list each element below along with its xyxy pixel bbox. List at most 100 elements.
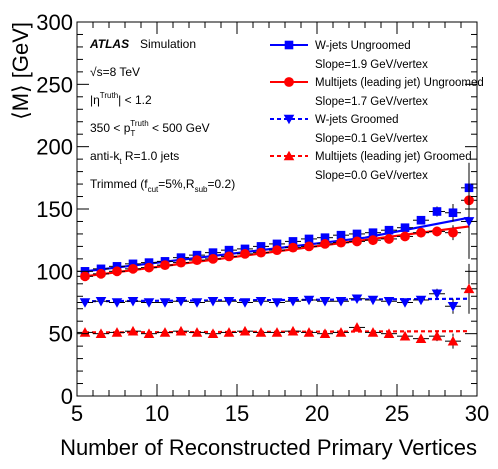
data-point (159, 327, 171, 337)
data-point (159, 298, 171, 308)
data-point (111, 298, 123, 308)
data-point (351, 322, 363, 332)
data-point (208, 253, 218, 264)
data-point (128, 259, 138, 269)
data-point (367, 327, 379, 337)
data-point (400, 223, 410, 232)
legend-entry-1: W-jets Ungroomed Slope=1.9 GeV/vertex (270, 40, 428, 71)
x-axis-title: Number of Reconstructed Primary Vertices (60, 435, 477, 460)
data-point (336, 230, 346, 240)
data-point (144, 258, 154, 267)
data-point (256, 242, 266, 251)
data-point (304, 241, 314, 252)
data-point (288, 242, 298, 253)
data-point (176, 257, 186, 268)
data-point (224, 245, 234, 255)
data-point (128, 263, 138, 274)
legend-label: W-jets Groomed (315, 114, 399, 126)
data-point (111, 327, 123, 337)
legend-slope: Slope=0.0 GeV/vertex (315, 170, 428, 182)
y-tick-label: 200 (36, 135, 73, 160)
annotation-block: ATLAS Simulation √s=8 TeV |ηTruth| < 1.2… (89, 37, 235, 194)
data-point (223, 296, 235, 307)
y-tick-label: 150 (36, 197, 73, 222)
legend-marker (283, 150, 295, 161)
data-point (319, 328, 331, 338)
data-point (112, 262, 122, 271)
data-point (415, 295, 427, 306)
legend-slope: Slope=1.7 GeV/vertex (315, 96, 428, 108)
data-point (96, 268, 106, 279)
data-point (384, 225, 394, 235)
data-point (368, 228, 378, 237)
data-point (400, 231, 410, 242)
legend-slope: Slope=1.9 GeV/vertex (315, 59, 428, 71)
data-point (79, 298, 91, 308)
data-point (399, 298, 411, 308)
data-point (240, 244, 250, 254)
axis-ticks (76, 21, 478, 397)
data-point (303, 327, 315, 337)
data-point (271, 298, 283, 308)
series-3 (77, 184, 477, 314)
y-tick-label: 250 (36, 72, 73, 97)
data-point (463, 283, 475, 294)
data-point (367, 295, 379, 306)
data-point (143, 298, 155, 308)
data-point (272, 245, 282, 256)
data-point (448, 208, 458, 218)
data-point (255, 296, 267, 307)
data-point (191, 298, 203, 308)
data-point (79, 327, 91, 337)
data-point (448, 227, 458, 238)
data-point (239, 325, 251, 336)
data-point (95, 296, 107, 307)
legend-entry-3: W-jets Groomed Slope=0.1 GeV/vertex (270, 114, 428, 145)
data-point (431, 330, 443, 341)
data-point (432, 226, 442, 237)
data-point (240, 248, 250, 259)
data-point (432, 207, 442, 216)
data-point (320, 233, 330, 242)
data-point (320, 239, 330, 249)
series-4 (77, 263, 477, 349)
data-point (127, 296, 139, 307)
data-point (352, 236, 362, 247)
series-2 (77, 162, 477, 282)
legend: W-jets Ungroomed Slope=1.9 GeV/vertex Mult… (270, 40, 484, 182)
y-tick-label: 50 (49, 322, 73, 347)
simulation-label: Simulation (140, 37, 196, 51)
data-point (368, 235, 378, 246)
data-point (463, 217, 475, 227)
data-point (192, 250, 202, 260)
legend-marker (284, 77, 294, 87)
x-tick-label: 5 (71, 401, 83, 426)
y-axis-title: ⟨M⟩ [GeV] (8, 22, 33, 120)
data-point (80, 271, 90, 282)
data-point (271, 327, 283, 337)
data-point (383, 296, 395, 307)
annotation-trimming: Trimmed (fcut=5%,Rsub=0.2) (90, 177, 235, 194)
data-point (175, 325, 187, 336)
data-point (335, 296, 347, 307)
legend-slope: Slope=0.1 GeV/vertex (315, 133, 428, 145)
data-point (303, 295, 315, 306)
annotation-eta: |ηTruth| < 1.2 (90, 91, 152, 107)
data-point (127, 325, 139, 336)
data-point (272, 239, 282, 249)
data-point (384, 234, 394, 244)
data-point (95, 328, 107, 338)
annotation-pt: 350 < pTTruth < 500 GeV (90, 119, 210, 138)
data-point (191, 327, 203, 337)
data-point (416, 215, 426, 225)
data-point (335, 327, 347, 337)
plot-marks (77, 162, 477, 349)
data-point (351, 294, 363, 305)
data-point (447, 335, 459, 346)
data-point (304, 234, 314, 244)
data-point (143, 328, 155, 338)
legend-marker (284, 40, 294, 50)
atlas-label: ATLAS (89, 37, 129, 51)
legend-entry-4: Multijets (leading jet) Groomed Slope=0.0… (270, 150, 472, 182)
